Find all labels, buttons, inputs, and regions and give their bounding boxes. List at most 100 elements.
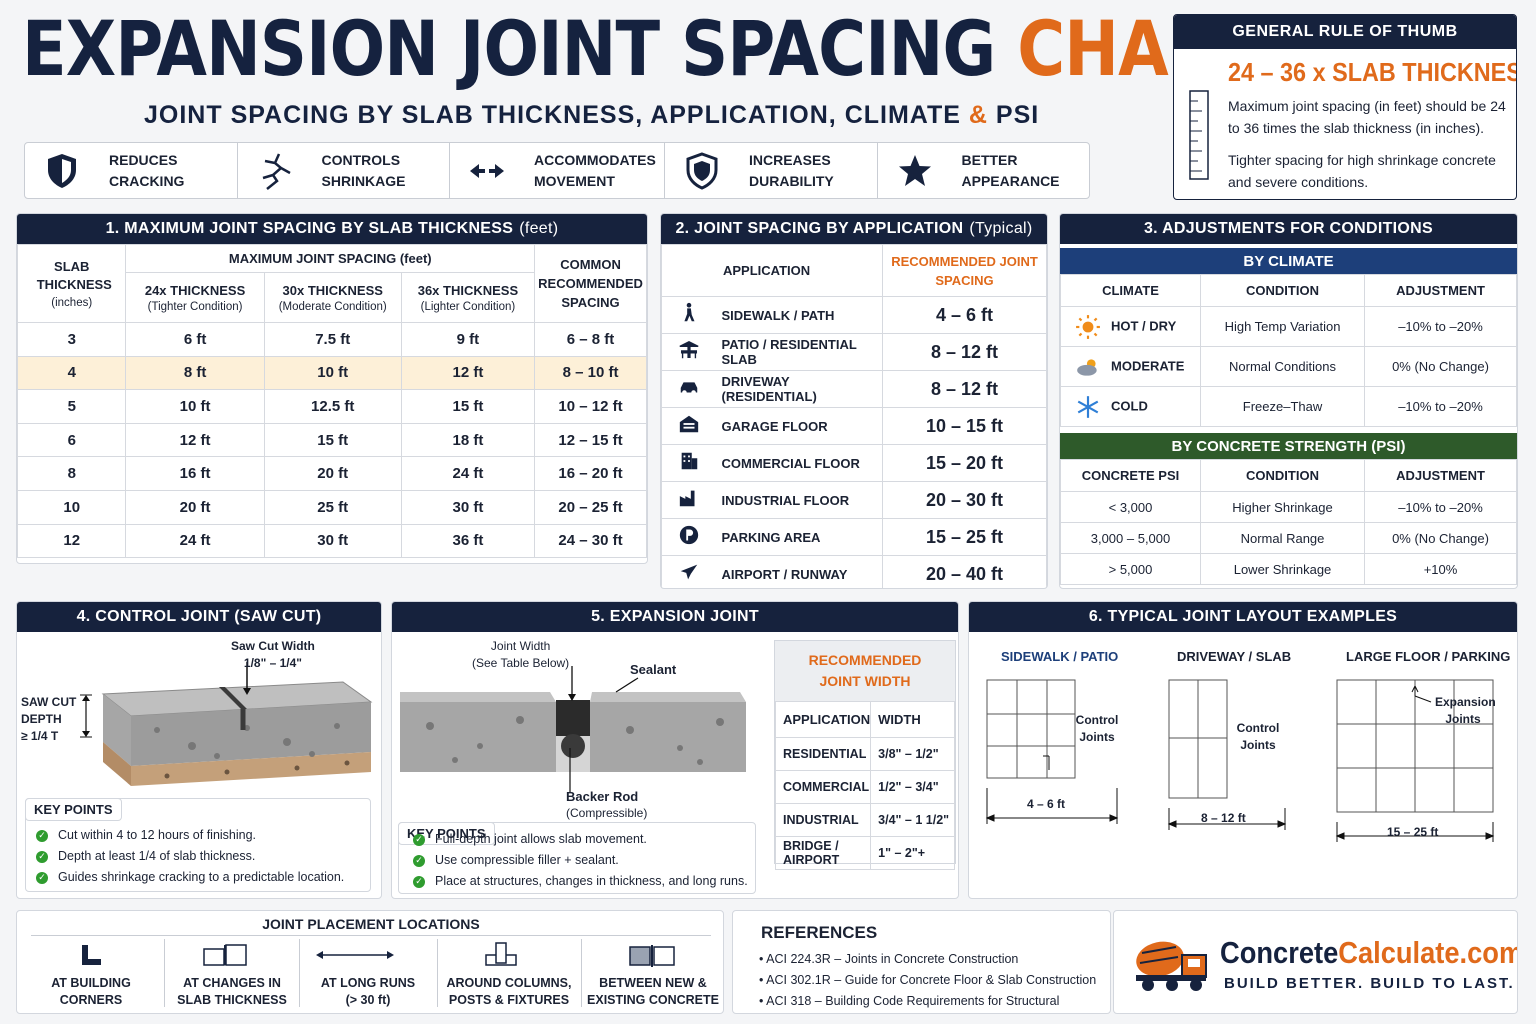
sealant-pointer-icon bbox=[615, 677, 639, 693]
table-cell: 12 bbox=[17, 523, 127, 559]
table-cell: 16 – 20 ft bbox=[534, 456, 647, 491]
check-icon: ✓ bbox=[36, 850, 48, 863]
application-label: GARAGE FLOOR bbox=[715, 407, 883, 445]
key-points-header: KEY POINTS bbox=[25, 798, 122, 821]
table-cell: 30 ft bbox=[263, 523, 402, 559]
application-spacing: 20 – 40 ft bbox=[882, 555, 1047, 588]
col-application: APPLICATION bbox=[661, 244, 883, 297]
width-cell: COMMERCIAL bbox=[774, 770, 872, 804]
patio-table-icon bbox=[661, 333, 716, 371]
application-spacing: 8 – 12 ft bbox=[882, 333, 1047, 371]
table-cell: 15 ft bbox=[263, 422, 402, 458]
saw-cut-width-arrow-icon bbox=[243, 662, 251, 695]
climate-condition: Freeze–Thaw bbox=[1200, 386, 1365, 427]
layout-dim-large-floor: 15 – 25 ft bbox=[1387, 825, 1439, 839]
climate-cell: COLD bbox=[1060, 386, 1201, 427]
table-row: SIDEWALK / PATH 4 – 6 ft bbox=[661, 296, 1047, 334]
application-spacing: 8 – 12 ft bbox=[882, 370, 1047, 408]
table-row: MODERATE Normal Conditions 0% (No Change) bbox=[1060, 346, 1517, 387]
joint-width-arrow-icon bbox=[568, 666, 576, 701]
application-table: APPLICATION RECOMMENDED JOINT SPACING SI… bbox=[661, 244, 1047, 588]
reference-item: • ACI 302.1R – Guide for Concrete Floor … bbox=[759, 973, 1097, 987]
section-2-header: 2. JOINT SPACING BY APPLICATION (Typical) bbox=[661, 214, 1047, 244]
cement-mixer-truck-icon bbox=[1136, 941, 1207, 991]
table-cell: 4 bbox=[17, 355, 127, 391]
width-cell: INDUSTRIAL bbox=[774, 803, 872, 837]
col-24x: 24x THICKNESS (Tighter Condition) bbox=[125, 272, 265, 323]
joint-width-label: Joint Width (See Table Below) bbox=[472, 639, 570, 670]
placement-item: AT LONG RUNS (> 30 ft) bbox=[320, 976, 416, 1007]
application-label: PARKING AREA bbox=[715, 518, 883, 556]
long-run-arrow-icon bbox=[316, 951, 394, 959]
car-icon bbox=[661, 370, 716, 408]
table-cell: 12 – 15 ft bbox=[534, 422, 647, 458]
psi-cell: 0% (No Change) bbox=[1364, 522, 1517, 554]
table-cell: 10 – 12 ft bbox=[534, 389, 647, 424]
table-cell: 8 – 10 ft bbox=[534, 355, 647, 391]
key-point-item: ✓ Guides shrinkage cracking to a predicta… bbox=[36, 867, 344, 888]
application-spacing: 10 – 15 ft bbox=[882, 407, 1047, 445]
table-cell: 10 ft bbox=[125, 389, 265, 424]
table-cell: 24 ft bbox=[400, 456, 536, 491]
depth-dimension-icon bbox=[80, 694, 92, 738]
table-cell: 12 ft bbox=[125, 422, 265, 458]
check-icon: ✓ bbox=[36, 871, 48, 884]
snowflake-icon bbox=[1077, 395, 1099, 418]
width-cell: BRIDGE / AIRPORT bbox=[774, 836, 872, 870]
walking-person-icon bbox=[661, 296, 716, 334]
garage-icon bbox=[661, 407, 716, 445]
reference-item: • ACI 224.3R – Joints in Concrete Constr… bbox=[759, 952, 1019, 966]
airplane-icon bbox=[661, 555, 716, 588]
col-30x: 30x THICKNESS (Moderate Condition) bbox=[263, 272, 402, 323]
layout-note-large-floor: Expansion Joints bbox=[1435, 695, 1496, 726]
rule-text-1: Maximum joint spacing (in feet) should b… bbox=[1228, 98, 1506, 136]
table-cell: 7.5 ft bbox=[263, 322, 402, 357]
application-label: SIDEWALK / PATH bbox=[715, 296, 883, 334]
table-cell: 3 bbox=[17, 322, 127, 357]
table-cell: 12.5 ft bbox=[263, 389, 402, 424]
table-row: 10 20 ft 25 ft 30 ft 20 – 25 ft bbox=[17, 489, 647, 525]
star-icon bbox=[898, 154, 931, 186]
col-common-spacing: COMMON RECOMMENDED SPACING bbox=[534, 244, 647, 323]
table-cell: 8 bbox=[17, 456, 127, 491]
joint-width-table-box: RECOMMENDED JOINT WIDTH APPLICATION WIDTH… bbox=[774, 640, 956, 870]
key-point-item: ✓ Use compressible filler + sealant. bbox=[413, 850, 748, 871]
col-climate: CLIMATE bbox=[1060, 274, 1201, 307]
table-cell: 5 bbox=[17, 389, 127, 424]
corner-icon bbox=[82, 945, 101, 965]
table-row: < 3,000 Higher Shrinkage –10% to –20% bbox=[1060, 491, 1517, 523]
table-row: PATIO / RESIDENTIAL SLAB 8 – 12 ft bbox=[661, 333, 1047, 371]
check-icon: ✓ bbox=[413, 854, 425, 867]
table-cell: 12 ft bbox=[400, 355, 536, 391]
section-3-adjustments: 3. ADJUSTMENTS FOR CONDITIONS BY CLIMATE… bbox=[1059, 213, 1518, 589]
width-cell: 1/2" – 3/4" bbox=[870, 770, 955, 804]
table-row: > 5,000 Lower Shrinkage +10% bbox=[1060, 553, 1517, 585]
shield-icon bbox=[48, 153, 76, 188]
section-1-header: 1. MAXIMUM JOINT SPACING BY SLAB THICKNE… bbox=[17, 214, 647, 244]
climate-adjustment: –10% to –20% bbox=[1364, 306, 1517, 347]
table-cell: 6 bbox=[17, 422, 127, 458]
thickness-change-icon bbox=[203, 944, 247, 966]
check-icon: ✓ bbox=[413, 875, 425, 888]
application-spacing: 15 – 20 ft bbox=[882, 444, 1047, 482]
joint-width-table: APPLICATION WIDTH RESIDENTIAL 3/8" – 1/2" C… bbox=[774, 701, 955, 870]
table-row: COMMERCIAL 1/2" – 3/4" bbox=[774, 770, 955, 804]
references: REFERENCES • ACI 224.3R – Joints in Conc… bbox=[732, 910, 1111, 1014]
col-width: WIDTH bbox=[870, 701, 955, 738]
table-cell: 6 – 8 ft bbox=[534, 322, 647, 357]
table-row: 8 16 ft 20 ft 24 ft 16 – 20 ft bbox=[17, 456, 647, 491]
col-condition: CONDITION bbox=[1200, 274, 1365, 307]
table-row: 3,000 – 5,000 Normal Range 0% (No Change) bbox=[1060, 522, 1517, 554]
section-2-application-table: 2. JOINT SPACING BY APPLICATION (Typical)… bbox=[660, 213, 1048, 589]
climate-condition: Normal Conditions bbox=[1200, 346, 1365, 387]
table-cell: 36 ft bbox=[400, 523, 536, 559]
benefit-controls-shrinkage: CONTROLS SHRINKAGE bbox=[238, 143, 450, 198]
rule-formula: 24 – 36 x SLAB THICKNESS bbox=[1228, 57, 1517, 87]
table-cell: 20 – 25 ft bbox=[534, 489, 647, 525]
layout-note-driveway: Control Joints bbox=[1236, 721, 1280, 752]
key-point-item: ✓ Depth at least 1/4 of slab thickness. bbox=[36, 846, 344, 867]
expansion-joint-key-points: KEY POINTS ✓ Full-depth joint allows slab… bbox=[398, 822, 756, 894]
psi-cell: Normal Range bbox=[1200, 522, 1365, 554]
table-cell: 20 ft bbox=[263, 456, 402, 491]
placement-item: AROUND COLUMNS, POSTS & FIXTURES bbox=[446, 976, 572, 1007]
